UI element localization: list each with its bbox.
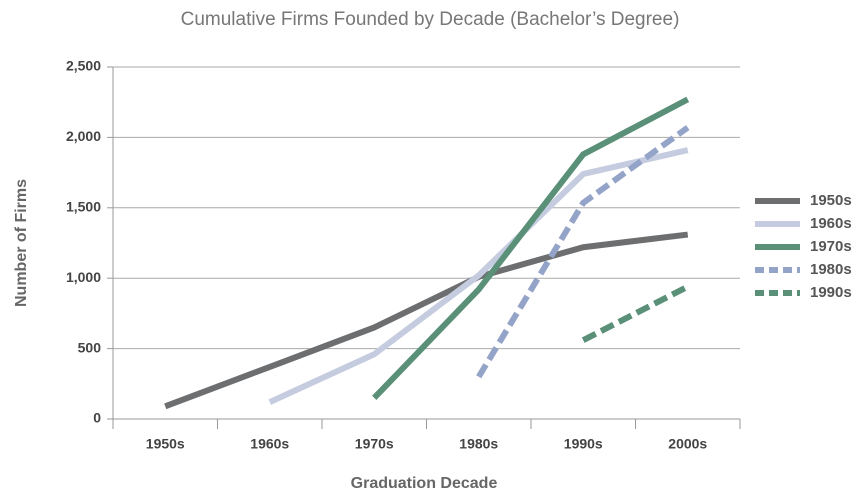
x-tick-label: 1980s bbox=[459, 436, 498, 452]
legend-label: 1960s bbox=[810, 215, 852, 232]
chart-title: Cumulative Firms Founded by Decade (Bach… bbox=[181, 9, 680, 30]
legend-label: 1950s bbox=[810, 192, 852, 209]
x-tick-label: 1950s bbox=[146, 436, 185, 452]
y-tick-label: 2,500 bbox=[66, 58, 101, 74]
y-axis-label: Number of Firms bbox=[13, 179, 30, 307]
x-tick-label: 1960s bbox=[250, 436, 289, 452]
x-tick-label: 1970s bbox=[355, 436, 394, 452]
legend-label: 1990s bbox=[810, 284, 852, 301]
y-tick-label: 1,000 bbox=[66, 269, 101, 285]
legend-label: 1970s bbox=[810, 238, 852, 255]
y-tick-label: 500 bbox=[78, 339, 102, 355]
x-tick-label: 2000s bbox=[668, 436, 707, 452]
y-tick-label: 1,500 bbox=[66, 199, 101, 215]
series-line bbox=[372, 96, 690, 400]
series-line bbox=[476, 125, 690, 379]
series-line bbox=[268, 147, 689, 405]
y-tick-label: 2,000 bbox=[66, 128, 101, 144]
series-line bbox=[581, 283, 690, 343]
x-axis-label: Graduation Decade bbox=[351, 475, 498, 492]
series-line bbox=[164, 231, 689, 410]
legend-label: 1980s bbox=[810, 261, 852, 278]
y-tick-label: 0 bbox=[93, 410, 101, 426]
x-tick-label: 1990s bbox=[564, 436, 603, 452]
